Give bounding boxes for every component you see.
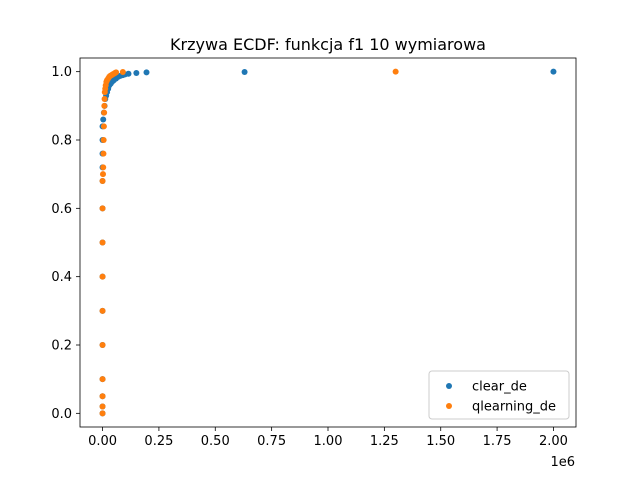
- data-point-qlearning_de: [100, 164, 107, 171]
- x-tick-label: 0.25: [144, 434, 173, 449]
- y-tick-label: 0.4: [51, 270, 72, 285]
- data-point-qlearning_de: [392, 68, 399, 75]
- x-offset-label: 1e6: [550, 455, 575, 470]
- data-point-qlearning_de: [100, 150, 107, 157]
- legend-marker-clear_de: [446, 383, 452, 389]
- data-point-qlearning_de: [101, 102, 108, 109]
- x-tick-label: 0.50: [201, 434, 230, 449]
- y-tick-label: 0.0: [51, 407, 72, 422]
- chart-title: Krzywa ECDF: funkcja f1 10 wymiarowa: [170, 35, 486, 54]
- data-point-qlearning_de: [99, 171, 106, 178]
- data-point-clear_de: [100, 116, 107, 123]
- y-tick-label: 1.0: [51, 65, 72, 80]
- y-tick-label: 0.8: [51, 134, 72, 149]
- data-point-qlearning_de: [99, 342, 106, 348]
- data-point-qlearning_de: [119, 69, 126, 76]
- x-tick-label: 1.25: [370, 434, 399, 449]
- data-point-clear_de: [241, 69, 248, 76]
- data-point-clear_de: [133, 70, 140, 77]
- x-tick-label: 1.00: [314, 434, 343, 449]
- data-point-clear_de: [125, 70, 132, 77]
- x-tick-label: 2.00: [539, 434, 568, 449]
- y-tick-label: 0.2: [51, 339, 72, 354]
- x-tick-label: 1.75: [483, 434, 512, 449]
- x-tick-label: 0.00: [88, 434, 117, 449]
- data-point-clear_de: [143, 69, 150, 76]
- legend-box: [428, 370, 570, 420]
- plot-area: 0.00 0.25 0.50 0.75 1.00 1.25 1.50 1.75 2.00 0.0 0…: [51, 57, 577, 449]
- data-point-qlearning_de: [99, 239, 106, 246]
- data-point-qlearning_de: [99, 205, 106, 212]
- x-tick-label: 0.75: [257, 434, 286, 449]
- data-point-clear_de: [550, 68, 557, 75]
- legend-label-qlearning_de: qlearning_de: [472, 400, 556, 415]
- data-point-qlearning_de: [99, 393, 106, 400]
- data-point-qlearning_de: [100, 123, 107, 130]
- data-point-qlearning_de: [99, 410, 106, 417]
- data-point-qlearning_de: [99, 376, 106, 383]
- data-point-qlearning_de: [99, 307, 106, 314]
- legend-marker-qlearning_de: [446, 403, 452, 409]
- data-point-qlearning_de: [99, 273, 106, 280]
- data-point-qlearning_de: [113, 69, 120, 76]
- data-point-qlearning_de: [101, 109, 108, 116]
- data-point-qlearning_de: [99, 178, 106, 184]
- data-point-qlearning_de: [101, 96, 108, 102]
- y-tick-label: 0.6: [51, 202, 72, 217]
- data-point-qlearning_de: [100, 137, 107, 143]
- x-tick-label: 1.50: [426, 434, 455, 449]
- data-point-qlearning_de: [99, 403, 106, 410]
- legend-label-clear_de: clear_de: [472, 380, 527, 395]
